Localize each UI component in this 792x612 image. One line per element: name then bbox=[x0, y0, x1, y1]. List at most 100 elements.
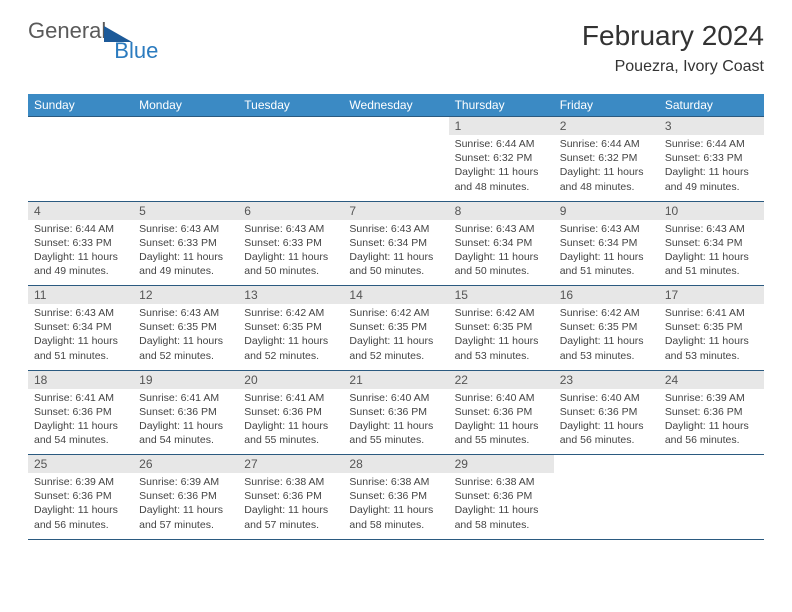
dow-sun: Sunday bbox=[28, 94, 133, 117]
daylight-text: Daylight: 11 hours and 50 minutes. bbox=[455, 250, 548, 278]
day-number-cell: 22 bbox=[449, 370, 554, 389]
day-detail-cell: Sunrise: 6:42 AMSunset: 6:35 PMDaylight:… bbox=[238, 304, 343, 370]
daylight-text: Daylight: 11 hours and 50 minutes. bbox=[244, 250, 337, 278]
sunrise-text: Sunrise: 6:39 AM bbox=[34, 475, 127, 489]
day-number: 14 bbox=[343, 286, 448, 304]
daylight-text: Daylight: 11 hours and 54 minutes. bbox=[139, 419, 232, 447]
week-detail-row: Sunrise: 6:43 AMSunset: 6:34 PMDaylight:… bbox=[28, 304, 764, 370]
day-number: 5 bbox=[133, 202, 238, 220]
day-number-cell: 5 bbox=[133, 201, 238, 220]
daylight-text: Daylight: 11 hours and 56 minutes. bbox=[665, 419, 758, 447]
day-detail-cell bbox=[133, 135, 238, 201]
day-number: 22 bbox=[449, 371, 554, 389]
daylight-text: Daylight: 11 hours and 51 minutes. bbox=[560, 250, 653, 278]
daylight-text: Daylight: 11 hours and 50 minutes. bbox=[349, 250, 442, 278]
day-detail-cell: Sunrise: 6:41 AMSunset: 6:36 PMDaylight:… bbox=[238, 389, 343, 455]
day-detail-cell: Sunrise: 6:41 AMSunset: 6:36 PMDaylight:… bbox=[133, 389, 238, 455]
dow-sat: Saturday bbox=[659, 94, 764, 117]
day-number: 12 bbox=[133, 286, 238, 304]
day-detail-cell bbox=[28, 135, 133, 201]
sunrise-text: Sunrise: 6:42 AM bbox=[244, 306, 337, 320]
day-number-cell: 7 bbox=[343, 201, 448, 220]
day-detail-cell bbox=[238, 135, 343, 201]
daylight-text: Daylight: 11 hours and 56 minutes. bbox=[560, 419, 653, 447]
day-number: 3 bbox=[659, 117, 764, 135]
day-number-cell: 18 bbox=[28, 370, 133, 389]
dow-thu: Thursday bbox=[449, 94, 554, 117]
day-detail-cell: Sunrise: 6:39 AMSunset: 6:36 PMDaylight:… bbox=[133, 473, 238, 539]
sunset-text: Sunset: 6:36 PM bbox=[455, 489, 548, 503]
day-number-cell: 8 bbox=[449, 201, 554, 220]
sunrise-text: Sunrise: 6:41 AM bbox=[665, 306, 758, 320]
day-number: 21 bbox=[343, 371, 448, 389]
day-number-cell: 24 bbox=[659, 370, 764, 389]
sunset-text: Sunset: 6:36 PM bbox=[665, 405, 758, 419]
day-detail-cell: Sunrise: 6:44 AMSunset: 6:33 PMDaylight:… bbox=[28, 220, 133, 286]
sunrise-text: Sunrise: 6:38 AM bbox=[349, 475, 442, 489]
day-number-cell: 29 bbox=[449, 455, 554, 474]
sunset-text: Sunset: 6:32 PM bbox=[455, 151, 548, 165]
sunrise-text: Sunrise: 6:42 AM bbox=[560, 306, 653, 320]
sunrise-text: Sunrise: 6:39 AM bbox=[139, 475, 232, 489]
day-number-cell: 28 bbox=[343, 455, 448, 474]
logo-word1: General bbox=[28, 20, 106, 42]
sunset-text: Sunset: 6:36 PM bbox=[34, 405, 127, 419]
location: Pouezra, Ivory Coast bbox=[582, 58, 764, 76]
day-number: 23 bbox=[554, 371, 659, 389]
daylight-text: Daylight: 11 hours and 48 minutes. bbox=[455, 165, 548, 193]
sunrise-text: Sunrise: 6:41 AM bbox=[139, 391, 232, 405]
day-number: 26 bbox=[133, 455, 238, 473]
sunset-text: Sunset: 6:35 PM bbox=[455, 320, 548, 334]
sunset-text: Sunset: 6:34 PM bbox=[455, 236, 548, 250]
header: General Blue February 2024 Pouezra, Ivor… bbox=[28, 20, 764, 76]
sunset-text: Sunset: 6:36 PM bbox=[349, 405, 442, 419]
day-detail-cell: Sunrise: 6:42 AMSunset: 6:35 PMDaylight:… bbox=[343, 304, 448, 370]
daylight-text: Daylight: 11 hours and 49 minutes. bbox=[34, 250, 127, 278]
day-number: 7 bbox=[343, 202, 448, 220]
daylight-text: Daylight: 11 hours and 53 minutes. bbox=[560, 334, 653, 362]
day-detail-cell: Sunrise: 6:43 AMSunset: 6:33 PMDaylight:… bbox=[133, 220, 238, 286]
sunset-text: Sunset: 6:35 PM bbox=[139, 320, 232, 334]
week-detail-row: Sunrise: 6:39 AMSunset: 6:36 PMDaylight:… bbox=[28, 473, 764, 539]
week-detail-row: Sunrise: 6:41 AMSunset: 6:36 PMDaylight:… bbox=[28, 389, 764, 455]
day-detail-cell: Sunrise: 6:43 AMSunset: 6:34 PMDaylight:… bbox=[554, 220, 659, 286]
sunset-text: Sunset: 6:34 PM bbox=[665, 236, 758, 250]
day-detail-cell: Sunrise: 6:43 AMSunset: 6:35 PMDaylight:… bbox=[133, 304, 238, 370]
day-number: 20 bbox=[238, 371, 343, 389]
daylight-text: Daylight: 11 hours and 57 minutes. bbox=[244, 503, 337, 531]
sunrise-text: Sunrise: 6:40 AM bbox=[455, 391, 548, 405]
daylight-text: Daylight: 11 hours and 51 minutes. bbox=[665, 250, 758, 278]
daylight-text: Daylight: 11 hours and 58 minutes. bbox=[349, 503, 442, 531]
daylight-text: Daylight: 11 hours and 51 minutes. bbox=[34, 334, 127, 362]
day-detail-cell: Sunrise: 6:43 AMSunset: 6:34 PMDaylight:… bbox=[28, 304, 133, 370]
day-number: 10 bbox=[659, 202, 764, 220]
sunset-text: Sunset: 6:34 PM bbox=[349, 236, 442, 250]
day-number: 25 bbox=[28, 455, 133, 473]
day-number-cell: 10 bbox=[659, 201, 764, 220]
day-detail-cell: Sunrise: 6:40 AMSunset: 6:36 PMDaylight:… bbox=[449, 389, 554, 455]
day-detail-cell bbox=[343, 135, 448, 201]
sunrise-text: Sunrise: 6:43 AM bbox=[349, 222, 442, 236]
day-number: 2 bbox=[554, 117, 659, 135]
day-detail-cell: Sunrise: 6:43 AMSunset: 6:34 PMDaylight:… bbox=[449, 220, 554, 286]
day-number: 6 bbox=[238, 202, 343, 220]
sunset-text: Sunset: 6:34 PM bbox=[560, 236, 653, 250]
sunset-text: Sunset: 6:36 PM bbox=[244, 405, 337, 419]
day-detail-cell: Sunrise: 6:44 AMSunset: 6:32 PMDaylight:… bbox=[554, 135, 659, 201]
daylight-text: Daylight: 11 hours and 55 minutes. bbox=[349, 419, 442, 447]
day-number-cell: 21 bbox=[343, 370, 448, 389]
sunset-text: Sunset: 6:33 PM bbox=[34, 236, 127, 250]
sunset-text: Sunset: 6:36 PM bbox=[244, 489, 337, 503]
day-number-cell bbox=[238, 117, 343, 136]
day-number-cell bbox=[659, 455, 764, 474]
logo: General Blue bbox=[28, 20, 182, 42]
sunset-text: Sunset: 6:36 PM bbox=[455, 405, 548, 419]
sunset-text: Sunset: 6:36 PM bbox=[349, 489, 442, 503]
sunset-text: Sunset: 6:33 PM bbox=[244, 236, 337, 250]
day-number-cell: 2 bbox=[554, 117, 659, 136]
day-detail-cell bbox=[659, 473, 764, 539]
day-detail-cell: Sunrise: 6:43 AMSunset: 6:33 PMDaylight:… bbox=[238, 220, 343, 286]
sunset-text: Sunset: 6:36 PM bbox=[139, 489, 232, 503]
day-number-cell: 6 bbox=[238, 201, 343, 220]
sunrise-text: Sunrise: 6:40 AM bbox=[560, 391, 653, 405]
